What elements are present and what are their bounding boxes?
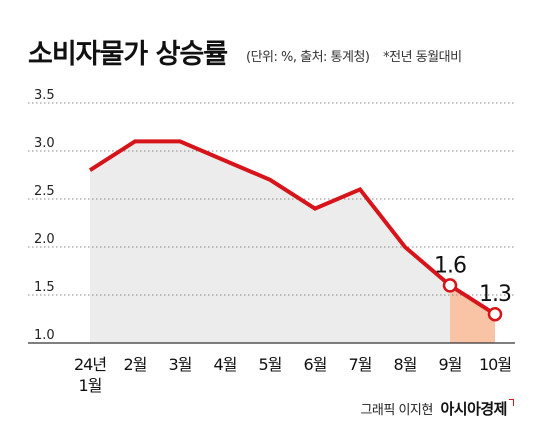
chart-subtitle: (단위: %, 출처: 통계청) *전년 동월대비 (246, 46, 472, 65)
graphic-credit: 그래픽 이지현 (360, 403, 433, 418)
x-tick-label: 3월 (169, 355, 192, 374)
x-tick-label: 24년 1월 (74, 355, 106, 395)
unit-note: (단위: %, 출처: 통계청) (246, 50, 370, 65)
line-chart: 1.0 1.5 2.0 2.5 3.0 3.5 1.6 1.3 24년 1월 2월 3월 4월 5월 6월 7… (28, 88, 515, 395)
y-tick-label: 2.0 (34, 232, 55, 247)
chart-title: 소비자물가 상승률 (28, 39, 228, 70)
data-point (487, 306, 503, 322)
footer-credit: 그래픽 이지현 아시아경제 (360, 398, 514, 419)
x-tick-label: 5월 (259, 355, 282, 374)
x-tick-label: 2월 (124, 355, 147, 374)
brand-name: 아시아경제 (440, 400, 507, 418)
data-label: 1.3 (479, 282, 511, 307)
x-tick-label: 7월 (349, 355, 372, 374)
y-tick-label: 3.0 (34, 136, 55, 151)
x-tick-label: 10월 (479, 355, 511, 374)
chart-header: 소비자물가 상승률 (단위: %, 출처: 통계청) *전년 동월대비 (28, 32, 538, 72)
x-tick-label: 9월 (439, 355, 462, 374)
y-tick-label: 1.5 (34, 280, 55, 295)
y-tick-label: 2.5 (34, 184, 55, 199)
data-point (442, 278, 458, 293)
series-line (88, 139, 497, 316)
data-label: 1.6 (434, 253, 466, 278)
x-tick-label: 8월 (394, 355, 417, 374)
x-tick-label: 4월 (214, 355, 237, 374)
y-tick-label: 1.0 (34, 328, 55, 343)
basis-note: *전년 동월대비 (383, 50, 462, 65)
x-tick-label: 6월 (304, 355, 327, 374)
y-tick-label: 3.5 (34, 88, 55, 103)
area-fill (90, 141, 495, 343)
highlight-area (450, 285, 495, 343)
brand-mark-icon (509, 399, 514, 406)
